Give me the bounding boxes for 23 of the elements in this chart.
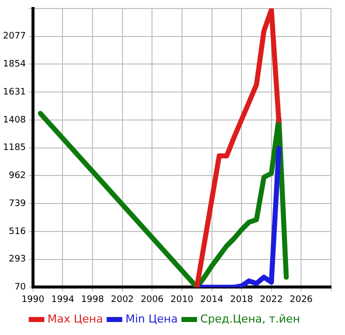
y-tick-label: 293 [8, 254, 26, 265]
x-tick-label: 1994 [51, 294, 74, 305]
x-tick-label: 1990 [21, 294, 45, 305]
y-tick-label: 739 [8, 198, 26, 209]
x-tick-label: 2014 [200, 294, 224, 305]
y-tick-label: 70 [14, 282, 26, 293]
x-tick-label: 2010 [170, 294, 194, 305]
y-tick-label: 1185 [3, 143, 26, 154]
y-tick-label: 516 [8, 226, 26, 237]
x-tick-label: 2006 [140, 294, 164, 305]
y-tick-label: 962 [8, 171, 26, 182]
y-tick-label: 2077 [3, 32, 26, 42]
x-tick-label: 2002 [110, 294, 134, 305]
x-tick-label: 2026 [290, 294, 313, 305]
y-tick-label: 1854 [3, 60, 26, 70]
legend-label: Min Цена [125, 312, 178, 326]
y-tick-label: 1408 [3, 115, 26, 126]
x-tick-label: 1998 [81, 294, 104, 305]
x-tick-label: 2022 [260, 294, 283, 305]
legend-label: Max Цена [47, 312, 103, 326]
legend-label: Сред.Цена, т.йен [200, 312, 300, 326]
x-tick-label: 2018 [230, 294, 254, 305]
y-tick-label: 1631 [3, 87, 26, 98]
